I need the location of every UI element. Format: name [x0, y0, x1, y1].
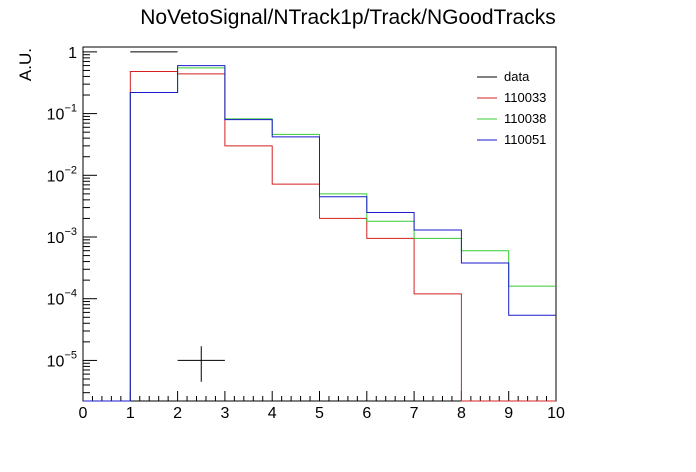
- y-tick-label: 10−4: [47, 288, 77, 309]
- y-tick-label: 10−5: [47, 349, 77, 370]
- x-tick-label: 0: [79, 405, 88, 422]
- legend-label: 110033: [504, 90, 546, 105]
- series-line: [83, 67, 556, 402]
- x-tick-label: 10: [547, 405, 565, 422]
- x-tick-label: 9: [504, 405, 513, 422]
- y-tick-label: 10−2: [47, 164, 77, 185]
- legend: data 110033 110038 110051: [477, 69, 546, 147]
- plot-frame: [82, 46, 557, 402]
- series-110033: [83, 71, 556, 402]
- x-tick-label: 6: [362, 405, 371, 422]
- y-tick-label: 10−1: [47, 103, 77, 124]
- y-tick-label: 1: [68, 45, 77, 62]
- legend-label: data: [504, 69, 530, 84]
- x-tick-label: 2: [173, 405, 182, 422]
- series-line: [83, 65, 556, 402]
- axes: 0 1 2 3 4 5 6 7 8 9 10 10−5 10−4 10−3 10−2 10−1 1: [47, 45, 565, 422]
- legend-label: 110051: [504, 132, 546, 147]
- x-tick-label: 8: [457, 405, 466, 422]
- series-110038: [83, 67, 556, 402]
- series-110051: [83, 65, 556, 402]
- x-tick-label: 7: [410, 405, 419, 422]
- x-tick-label: 1: [126, 405, 135, 422]
- y-tick-label: 10−3: [47, 226, 77, 247]
- x-tick-label: 4: [268, 405, 277, 422]
- legend-label: 110038: [504, 111, 546, 126]
- series-data: [130, 51, 225, 382]
- series-layer: [83, 51, 556, 402]
- series-line: [83, 71, 556, 402]
- x-tick-label: 3: [220, 405, 229, 422]
- y-axis-label: A.U.: [16, 48, 35, 81]
- chart-title: NoVetoSignal/NTrack1p/Track/NGoodTracks: [140, 6, 556, 29]
- x-tick-label: 5: [315, 405, 324, 422]
